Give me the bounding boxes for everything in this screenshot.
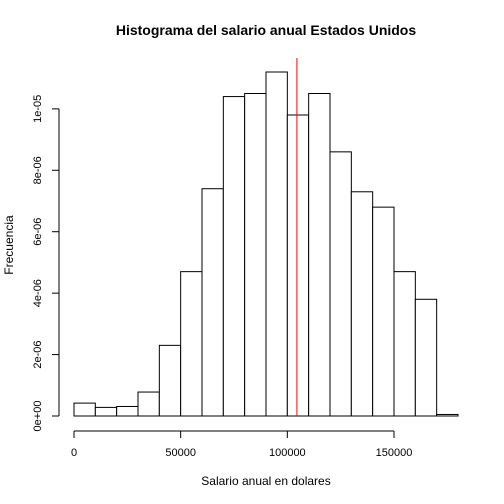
- y-tick-label: 1e-05: [32, 95, 44, 123]
- x-axis-label: Salario anual en dolares: [201, 474, 330, 488]
- histogram-bar: [116, 405, 139, 417]
- y-axis: 0e+00 2e-06 4e-06 6e-06 8e-06 1e-05: [32, 95, 60, 432]
- x-tick-label: 150000: [376, 447, 413, 459]
- x-tick-label: 100000: [269, 447, 306, 459]
- x-tick-label: 0: [71, 447, 77, 459]
- histogram-bar: [414, 298, 438, 417]
- y-tick-label: 4e-06: [32, 279, 44, 307]
- histogram-bar: [158, 344, 182, 417]
- x-axis: 0 50000 100000 150000: [71, 430, 413, 459]
- histogram-bars: [73, 71, 459, 417]
- histogram-bar: [137, 391, 160, 417]
- y-tick-label: 2e-06: [32, 341, 44, 369]
- histogram-bar: [201, 188, 224, 417]
- histogram-bar: [73, 402, 96, 417]
- y-tick-label: 6e-06: [32, 218, 44, 246]
- y-tick-label: 0e+00: [32, 401, 44, 432]
- histogram-bar: [222, 96, 246, 417]
- histogram-bar: [94, 406, 118, 417]
- histogram-bar: [329, 151, 352, 417]
- histogram-bar: [286, 114, 310, 417]
- histogram-bar: [265, 71, 288, 417]
- histogram-bar: [244, 93, 267, 417]
- x-tick-label: 50000: [165, 447, 196, 459]
- chart-title: Histograma del salario anual Estados Uni…: [116, 22, 417, 38]
- histogram-bar: [393, 271, 416, 417]
- histogram-bar: [436, 413, 459, 417]
- histogram-bar: [308, 93, 331, 417]
- histogram-bar: [372, 206, 395, 417]
- histogram-bar: [180, 271, 203, 417]
- histogram-bar: [350, 191, 374, 417]
- y-axis-label: Frecuencia: [2, 215, 16, 275]
- y-tick-label: 8e-06: [32, 156, 44, 184]
